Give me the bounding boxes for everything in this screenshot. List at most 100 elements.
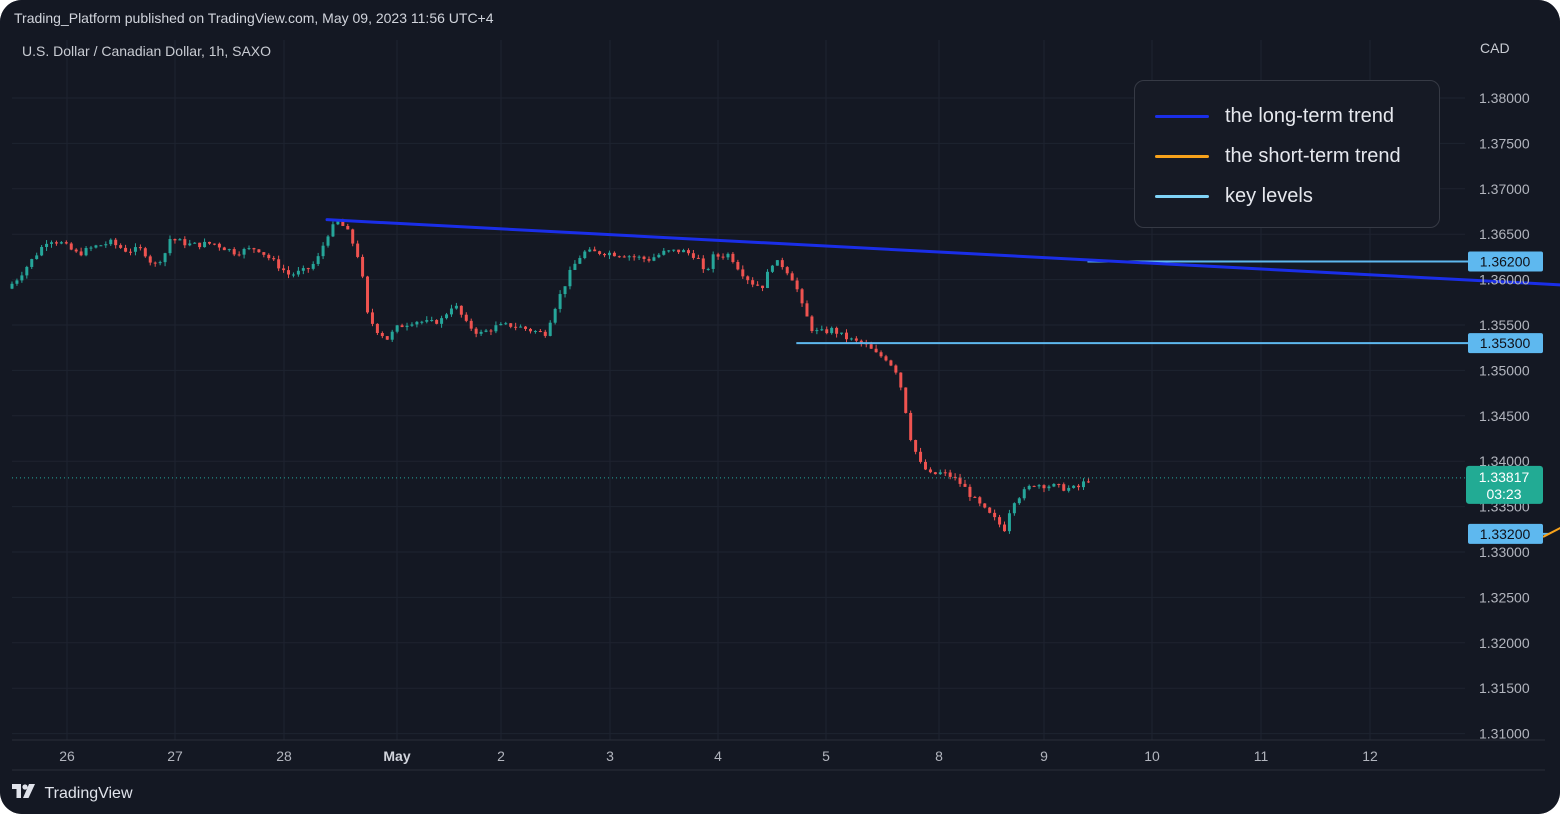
- candle-body: [736, 261, 740, 270]
- candle-body: [1012, 503, 1016, 514]
- candle-body: [449, 308, 453, 315]
- logo-text: TradingView: [44, 785, 133, 802]
- key-level-label: 1.35300: [1468, 333, 1543, 354]
- candle-body: [741, 269, 745, 277]
- candle-body: [667, 250, 671, 252]
- candle-body: [815, 330, 819, 332]
- candle-body: [761, 285, 765, 289]
- candle-body: [731, 253, 735, 262]
- candle-body: [440, 318, 444, 324]
- candle-body: [89, 247, 93, 249]
- candle-body: [336, 220, 340, 225]
- drawings[interactable]: [12, 218, 1560, 538]
- candle-body: [242, 248, 246, 255]
- y-tick-label: 1.36000: [1479, 272, 1530, 288]
- candle-body: [370, 312, 374, 324]
- y-tick-label: 1.32000: [1479, 635, 1530, 651]
- y-tick-label: 1.35000: [1479, 362, 1530, 378]
- candle-body: [454, 305, 458, 309]
- candle-body: [272, 258, 276, 260]
- candle-body: [361, 256, 365, 277]
- axes: 1.310001.315001.320001.325001.330001.335…: [59, 90, 1543, 764]
- candle-body: [1022, 489, 1026, 499]
- candle-body: [657, 254, 661, 258]
- candle-body: [188, 243, 192, 246]
- candle-body: [331, 224, 335, 237]
- candle-body: [528, 328, 532, 332]
- candle-body: [158, 262, 162, 264]
- candle-body: [54, 242, 58, 244]
- y-tick-label: 1.31500: [1479, 680, 1530, 696]
- candle-body: [998, 517, 1002, 525]
- candle-body: [445, 314, 449, 319]
- candle-body: [499, 323, 503, 326]
- tradingview-logo[interactable]: TradingView: [12, 784, 133, 804]
- candle-body: [282, 268, 286, 271]
- candle-body: [612, 252, 616, 257]
- x-tick-label: 11: [1254, 748, 1269, 764]
- y-tick-label: 1.36500: [1479, 226, 1530, 242]
- x-tick-label: 3: [606, 748, 614, 764]
- x-tick-label: 26: [59, 748, 75, 764]
- key-level-label-text: 1.35300: [1480, 335, 1531, 351]
- candle-body: [919, 451, 923, 462]
- candle-body: [430, 320, 434, 322]
- candle-body: [958, 477, 962, 484]
- candle-body: [514, 326, 518, 328]
- candle-body: [805, 303, 809, 317]
- candle-body: [889, 360, 893, 366]
- candle-body: [943, 472, 947, 474]
- candle-body: [662, 250, 666, 255]
- candle-body: [825, 329, 829, 334]
- candle-body: [262, 252, 266, 255]
- candle-body: [351, 229, 355, 244]
- candle-body: [830, 327, 834, 334]
- candle-body: [395, 325, 399, 332]
- candle-body: [617, 256, 621, 258]
- legend-label-short-term: the short-term trend: [1225, 145, 1401, 167]
- candle-body: [316, 256, 320, 264]
- candle-body: [425, 320, 429, 322]
- x-tick-label: 27: [167, 748, 183, 764]
- symbol-title[interactable]: U.S. Dollar / Canadian Dollar, 1h, SAXO: [22, 43, 272, 59]
- candle-body: [1032, 485, 1036, 487]
- candle-body: [400, 325, 404, 328]
- y-tick-label: 1.33000: [1479, 544, 1530, 560]
- candle-body: [35, 255, 39, 260]
- long-term-trendline[interactable]: [325, 218, 1560, 294]
- candle-body: [578, 258, 582, 264]
- candle-body: [519, 326, 523, 328]
- candle-body: [40, 246, 44, 256]
- candle-body: [627, 256, 631, 258]
- candle-body: [104, 244, 108, 246]
- candle-body: [227, 249, 231, 251]
- candle-body: [983, 503, 987, 508]
- key-level-label: 1.33200: [1468, 523, 1543, 544]
- candle-body: [208, 241, 212, 244]
- candle-body: [533, 331, 537, 333]
- candle-body: [598, 251, 602, 254]
- candle-body: [909, 412, 913, 441]
- candle-body: [938, 472, 942, 475]
- candle-body: [1086, 481, 1090, 483]
- candle-body: [321, 245, 325, 257]
- candle-body: [603, 253, 607, 256]
- candle-body: [69, 243, 73, 250]
- currency-label: CAD: [1480, 40, 1510, 56]
- candle-body: [963, 483, 967, 487]
- candle-body: [20, 275, 24, 281]
- candle-body: [1047, 486, 1051, 489]
- candle-body: [642, 256, 646, 260]
- x-tick-label: 5: [822, 748, 830, 764]
- legend-swatch-key-levels: [1155, 195, 1209, 198]
- candle-body: [795, 280, 799, 290]
- candle-body: [543, 331, 547, 336]
- candle-body: [588, 249, 592, 252]
- key-level-label-text: 1.33200: [1480, 526, 1531, 542]
- legend-item-key-levels: key levels: [1155, 184, 1435, 208]
- candle-body: [385, 336, 389, 340]
- candle-body: [1007, 513, 1011, 532]
- x-tick-label: May: [383, 748, 410, 764]
- candle-body: [291, 274, 295, 276]
